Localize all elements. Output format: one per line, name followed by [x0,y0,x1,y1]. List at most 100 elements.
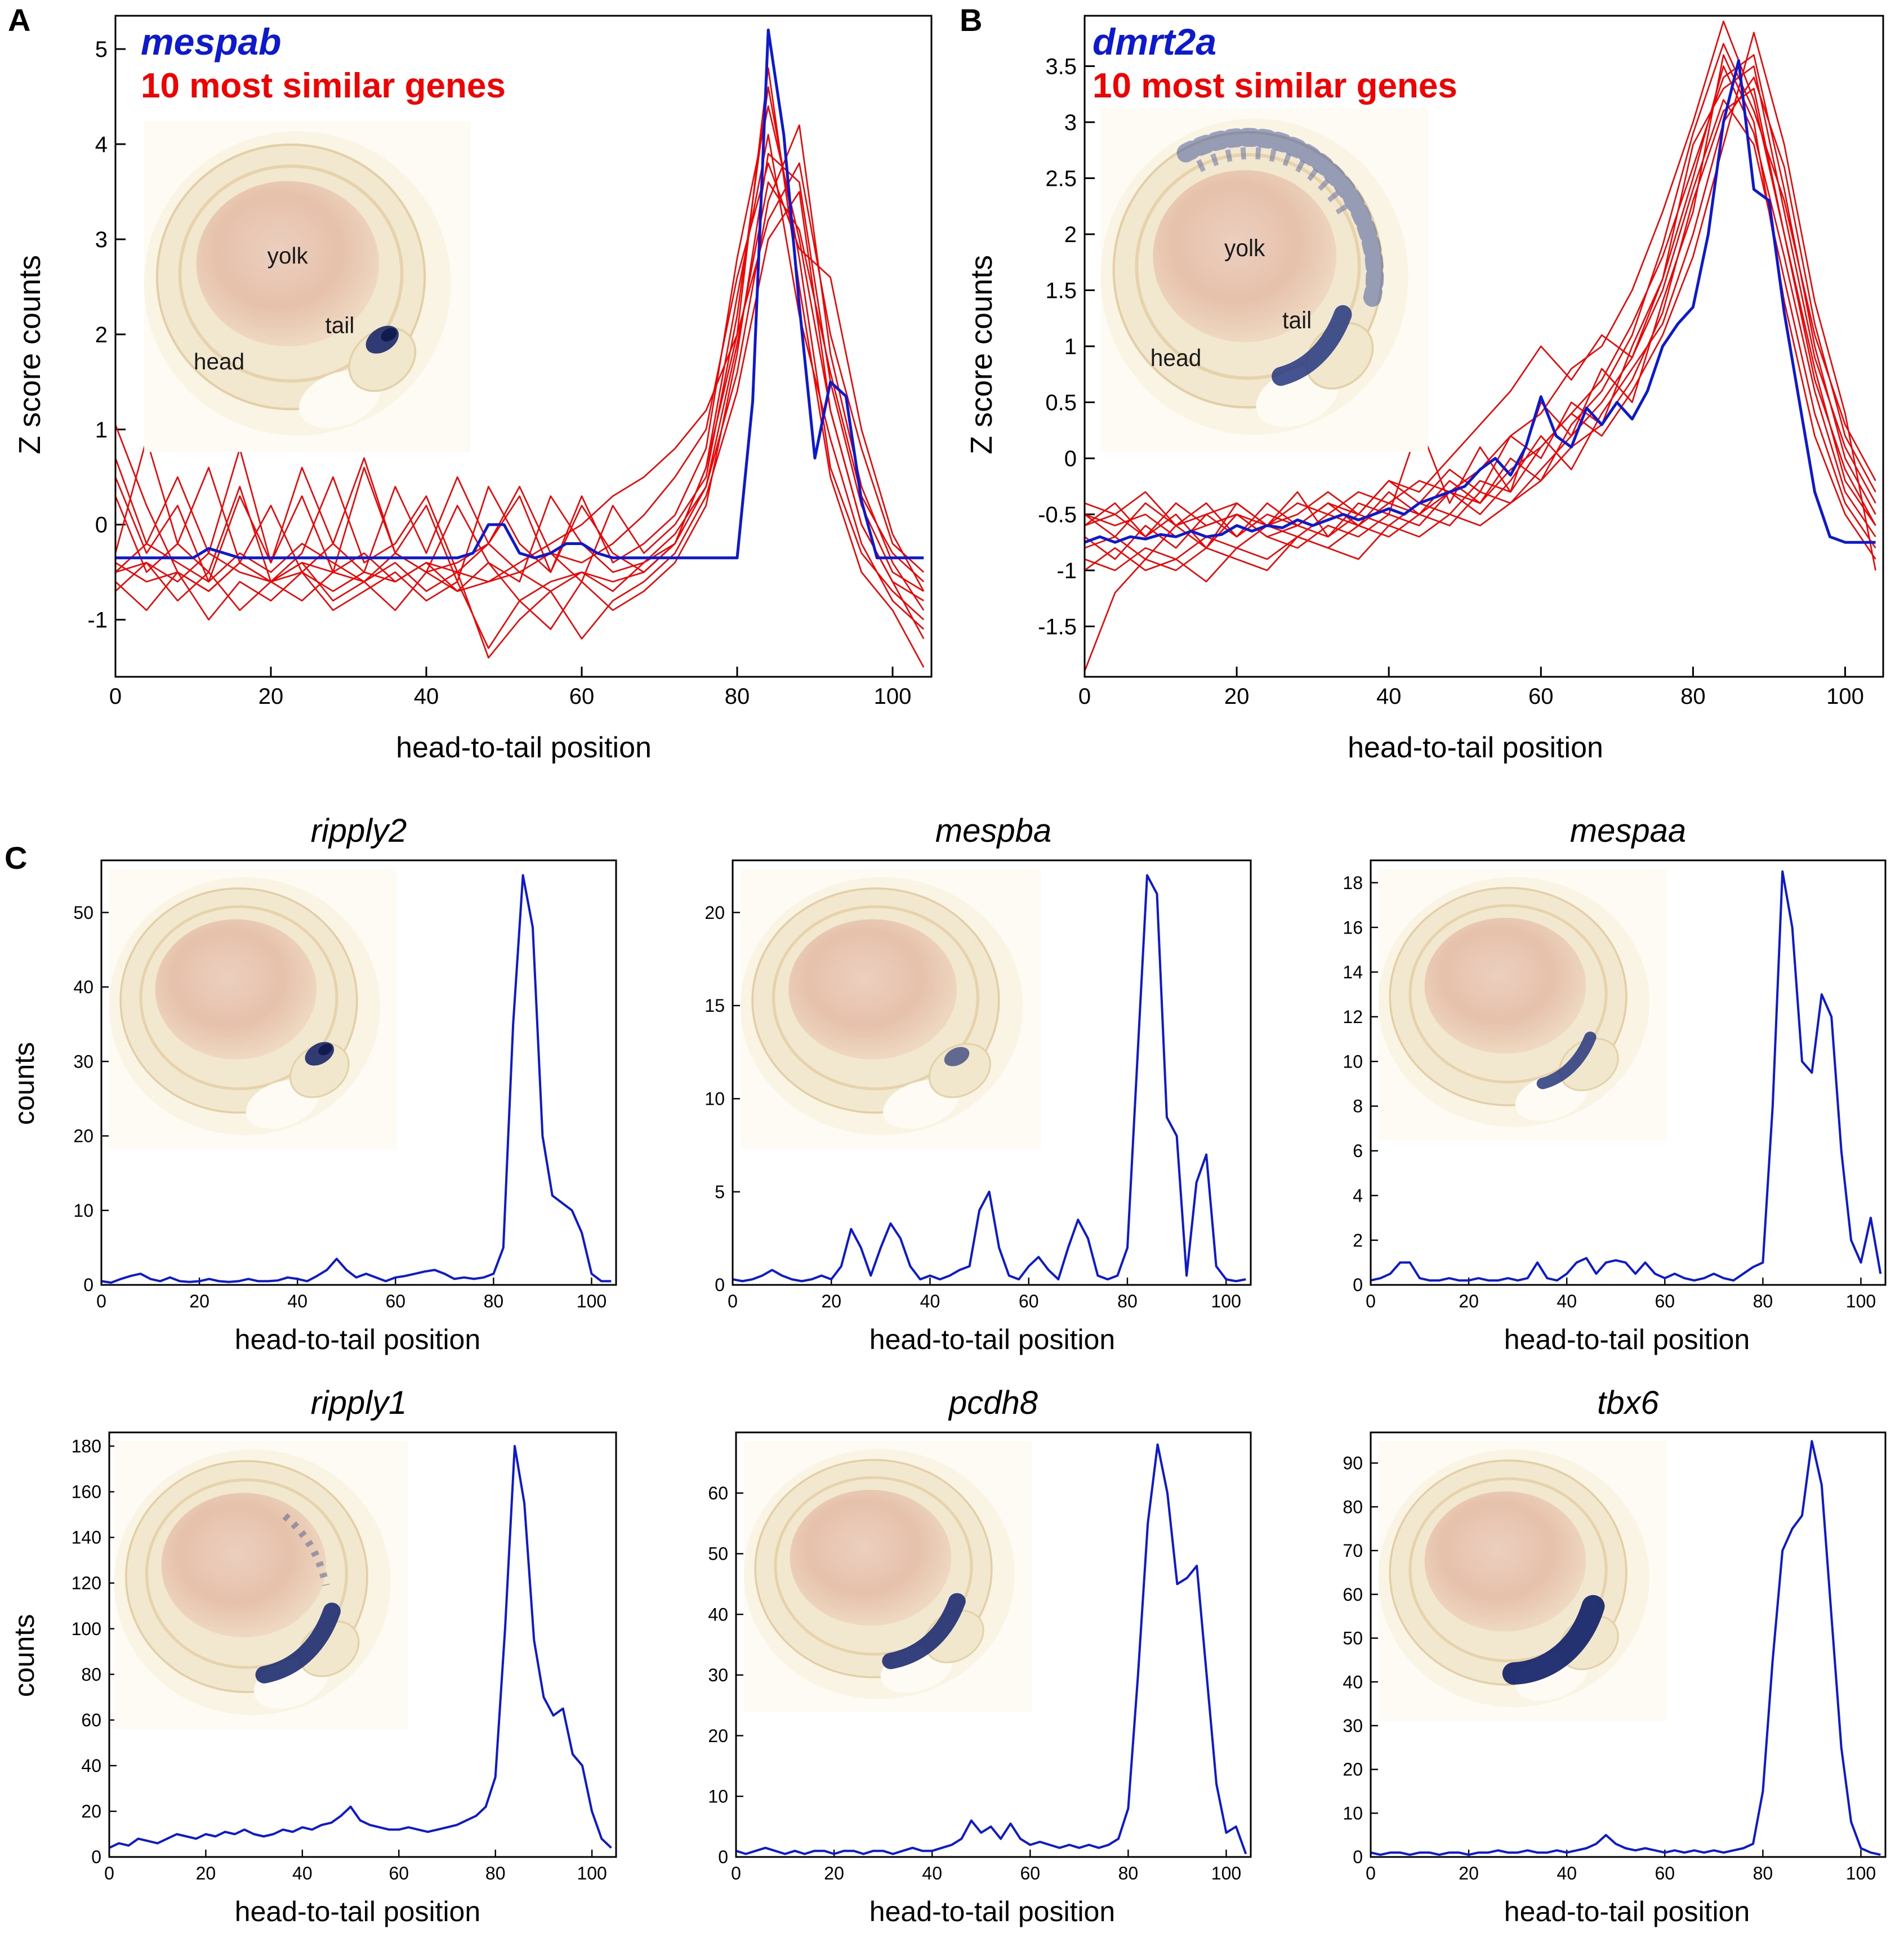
subpanel-mespaa: mespaa 0 20 40 60 80 100 0 2 4 6 8 10 12 14 16 18 head-… [1269,809,1904,1381]
x-axis-title-mespba: head-to-tail position [869,1324,1116,1355]
x-tick-label: 0 [109,684,122,709]
y-tick-label: 16 [1343,917,1363,937]
y-tick-label: -0.5 [1038,502,1077,527]
plot-box-mespaa [1370,859,1887,1286]
x-axis-title-pcdh8: head-to-tail position [869,1896,1116,1927]
series-similar-5-line [1085,65,1876,538]
plot-box-mespba [732,859,1252,1286]
y-tick-label: 0 [1353,1847,1363,1867]
expression-speckles [282,1513,330,1586]
y-tick-label: 2 [1353,1230,1363,1251]
subpanel-tbx6: tbx6 0 20 40 60 80 100 0 10 20 30 40 50 60 70 80 90 hea… [1269,1381,1904,1953]
series-similar-10-line [115,162,925,592]
y-tick-label: 20 [1343,1760,1363,1780]
y-tick-label: 0 [95,513,108,538]
y-tick-label: 2 [1064,222,1077,247]
y-tick-label: 0 [83,1275,93,1295]
embryo-inset-A: yolk head tail [144,121,471,452]
y-axis-title-ripply1: counts [8,1614,40,1697]
y-tick-label: 0 [1353,1275,1363,1295]
top-panels: A Z score counts 0 20 40 60 80 100 -1 0 1 2 3 4 5 yol… [0,0,1904,788]
y-tick-label: 3 [95,227,108,252]
chart-pcdh8-svg: 0 20 40 60 80 100 0 10 20 30 40 50 60 [708,1431,1252,1883]
x-tick-label: 60 [1655,1863,1675,1883]
embryo-inset-mespba [740,869,1041,1149]
chart-title-mespaa: mespaa [1569,812,1687,849]
series-tbx6-line [1371,1440,1881,1856]
x-tick-label: 0 [731,1863,741,1883]
panel-letter-A: A [8,2,31,38]
y-tick-label: 20 [81,1801,101,1821]
y-tick-label: 40 [81,1756,101,1776]
embryo-ring [145,1478,348,1669]
y-tick-label: 0 [91,1847,101,1867]
x-tick-label: 0 [104,1863,114,1883]
y-tick-label: -1 [87,608,108,633]
chart-ripply2: 0 20 40 60 80 100 0 10 20 30 40 50 [62,852,625,1320]
expression-stain [1502,1595,1605,1685]
y-tick-label: 3 [1064,110,1077,135]
y-tick-label: 6 [1353,1141,1363,1161]
x-axis-title-A: head-to-tail position [396,731,652,764]
subpanel-pcdh8: pcdh8 0 20 40 60 80 100 0 10 20 30 40 50 60 head-to-… [635,1381,1269,1953]
x-tick-label: 100 [1826,684,1864,709]
series-mespba-line [733,874,1246,1283]
y-tick-label: 120 [72,1573,101,1593]
chart-mespaa: 0 20 40 60 80 100 0 2 4 6 8 10 12 14 16 18 [1331,852,1894,1320]
x-tick-label: 40 [1376,684,1402,709]
y-tick-label: 70 [1343,1541,1363,1561]
x-tick-label: 40 [414,684,439,709]
x-tick-label: 60 [385,1291,405,1311]
panel-letter-C: C [5,840,28,876]
x-tick-label: 40 [292,1863,313,1883]
expression-stain [882,1593,966,1669]
chart-pcdh8: 0 20 40 60 80 100 0 10 20 30 40 50 60 [697,1425,1260,1892]
embryo-yolk [196,181,380,346]
y-axis-tbx6: 0 10 20 30 40 50 60 70 80 90 [1343,1453,1378,1867]
y-tick-label: 3.5 [1045,55,1077,79]
embryo-inset-ripply1 [114,1441,408,1730]
legend-similar-B: 10 most similar genes [1093,66,1457,105]
panel-C: C ripply2 counts 0 20 40 60 80 100 0 10 20 30 40 50… [0,788,1904,1960]
y-tick-label: 60 [1343,1584,1363,1605]
chart-title-pcdh8: pcdh8 [948,1385,1038,1421]
expression-stain-core [381,328,397,342]
y-axis-title-B: Z score counts [965,255,998,455]
x-tick-label: 100 [1211,1863,1241,1883]
x-axis-title-B: head-to-tail position [1348,731,1603,764]
x-tick-label: 0 [1366,1863,1376,1883]
y-tick-label: 140 [72,1528,101,1548]
embryo-tailbud [928,1043,991,1099]
y-tick-label: 18 [1343,873,1363,893]
embryo-yolk [788,919,957,1060]
y-tick-label: 5 [95,37,108,62]
x-tick-label: 80 [725,684,750,709]
embryo-inset-ripply2 [109,869,398,1149]
x-tick-label: 100 [577,1863,607,1883]
x-tick-label: 100 [1211,1291,1241,1311]
embryo-ring [139,905,338,1091]
expression-dorsal-band [1176,128,1384,307]
chart-dmrt2a: 0 20 40 60 80 100 -1.5 -1 -0.5 0 0.5 1 1.5 2 2.5 3 3.5 yo… [1014,8,1892,723]
series-dmrt2a-line [1085,59,1876,544]
y-tick-label: 0 [718,1847,728,1867]
x-axis-pcdh8: 0 20 40 60 80 100 [731,1850,1241,1883]
y-tick-label: 4 [1353,1185,1363,1206]
y-tick-label: 10 [708,1786,728,1806]
embryo-tailbud [1558,1038,1619,1091]
embryo-ring [1135,153,1361,380]
legend-gene-B: dmrt2a [1093,21,1217,62]
subpanel-ripply1: ripply1 counts 0 20 40 60 80 100 0 20 40 60 80 100 1… [0,1381,635,1953]
y-tick-label: 30 [708,1665,728,1685]
x-tick-label: 20 [821,1291,841,1311]
expression-stain-core [318,1043,332,1056]
expression-stain [1536,1032,1597,1090]
x-tick-label: 100 [1846,1863,1876,1883]
x-tick-label: 0 [1366,1291,1376,1311]
chart-tbx6: 0 20 40 60 80 100 0 10 20 30 40 50 60 70 80 90 [1331,1425,1894,1892]
x-tick-label: 80 [1753,1863,1773,1883]
chart-title-mespba: mespba [935,812,1052,849]
y-tick-label: 10 [704,1088,725,1109]
x-tick-label: 60 [1655,1291,1675,1311]
series-mespab-line [115,28,924,560]
